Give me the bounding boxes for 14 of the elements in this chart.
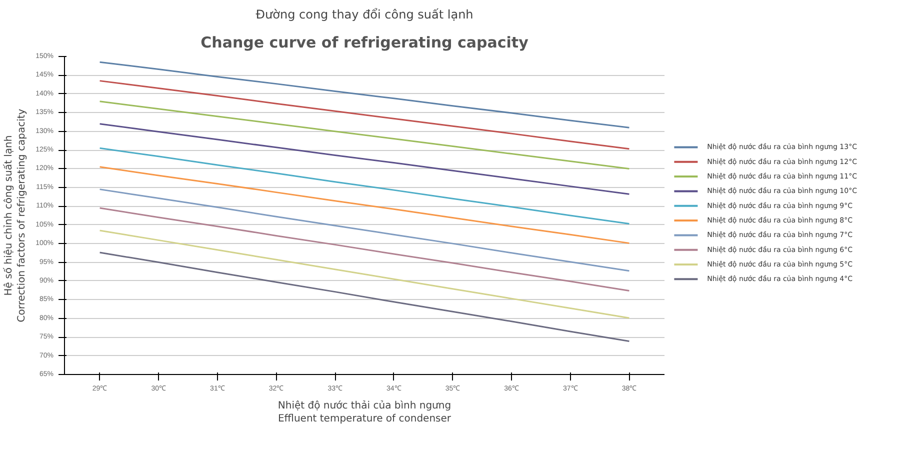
line-series [99,252,630,342]
x-axis-title: Nhiệt độ nước thải của bình ngưng Effluent temperature of condenser [278,400,452,425]
line-series [99,80,630,150]
line-series [99,166,630,244]
line-series [99,230,630,319]
line-series [99,123,630,195]
line-series [99,207,630,292]
chart-title: Đường cong thay đổi công suất lạnh [256,8,474,22]
y-axis-title: Hệ số hiệu chỉnh công suất lạnh Correction factors of refrigerating capacity [2,108,28,322]
chart-subtitle: Change curve of refrigerating capacity [200,34,529,52]
line-series [99,188,630,272]
line-series [99,61,630,128]
line-series [99,100,630,170]
line-series [99,147,630,224]
